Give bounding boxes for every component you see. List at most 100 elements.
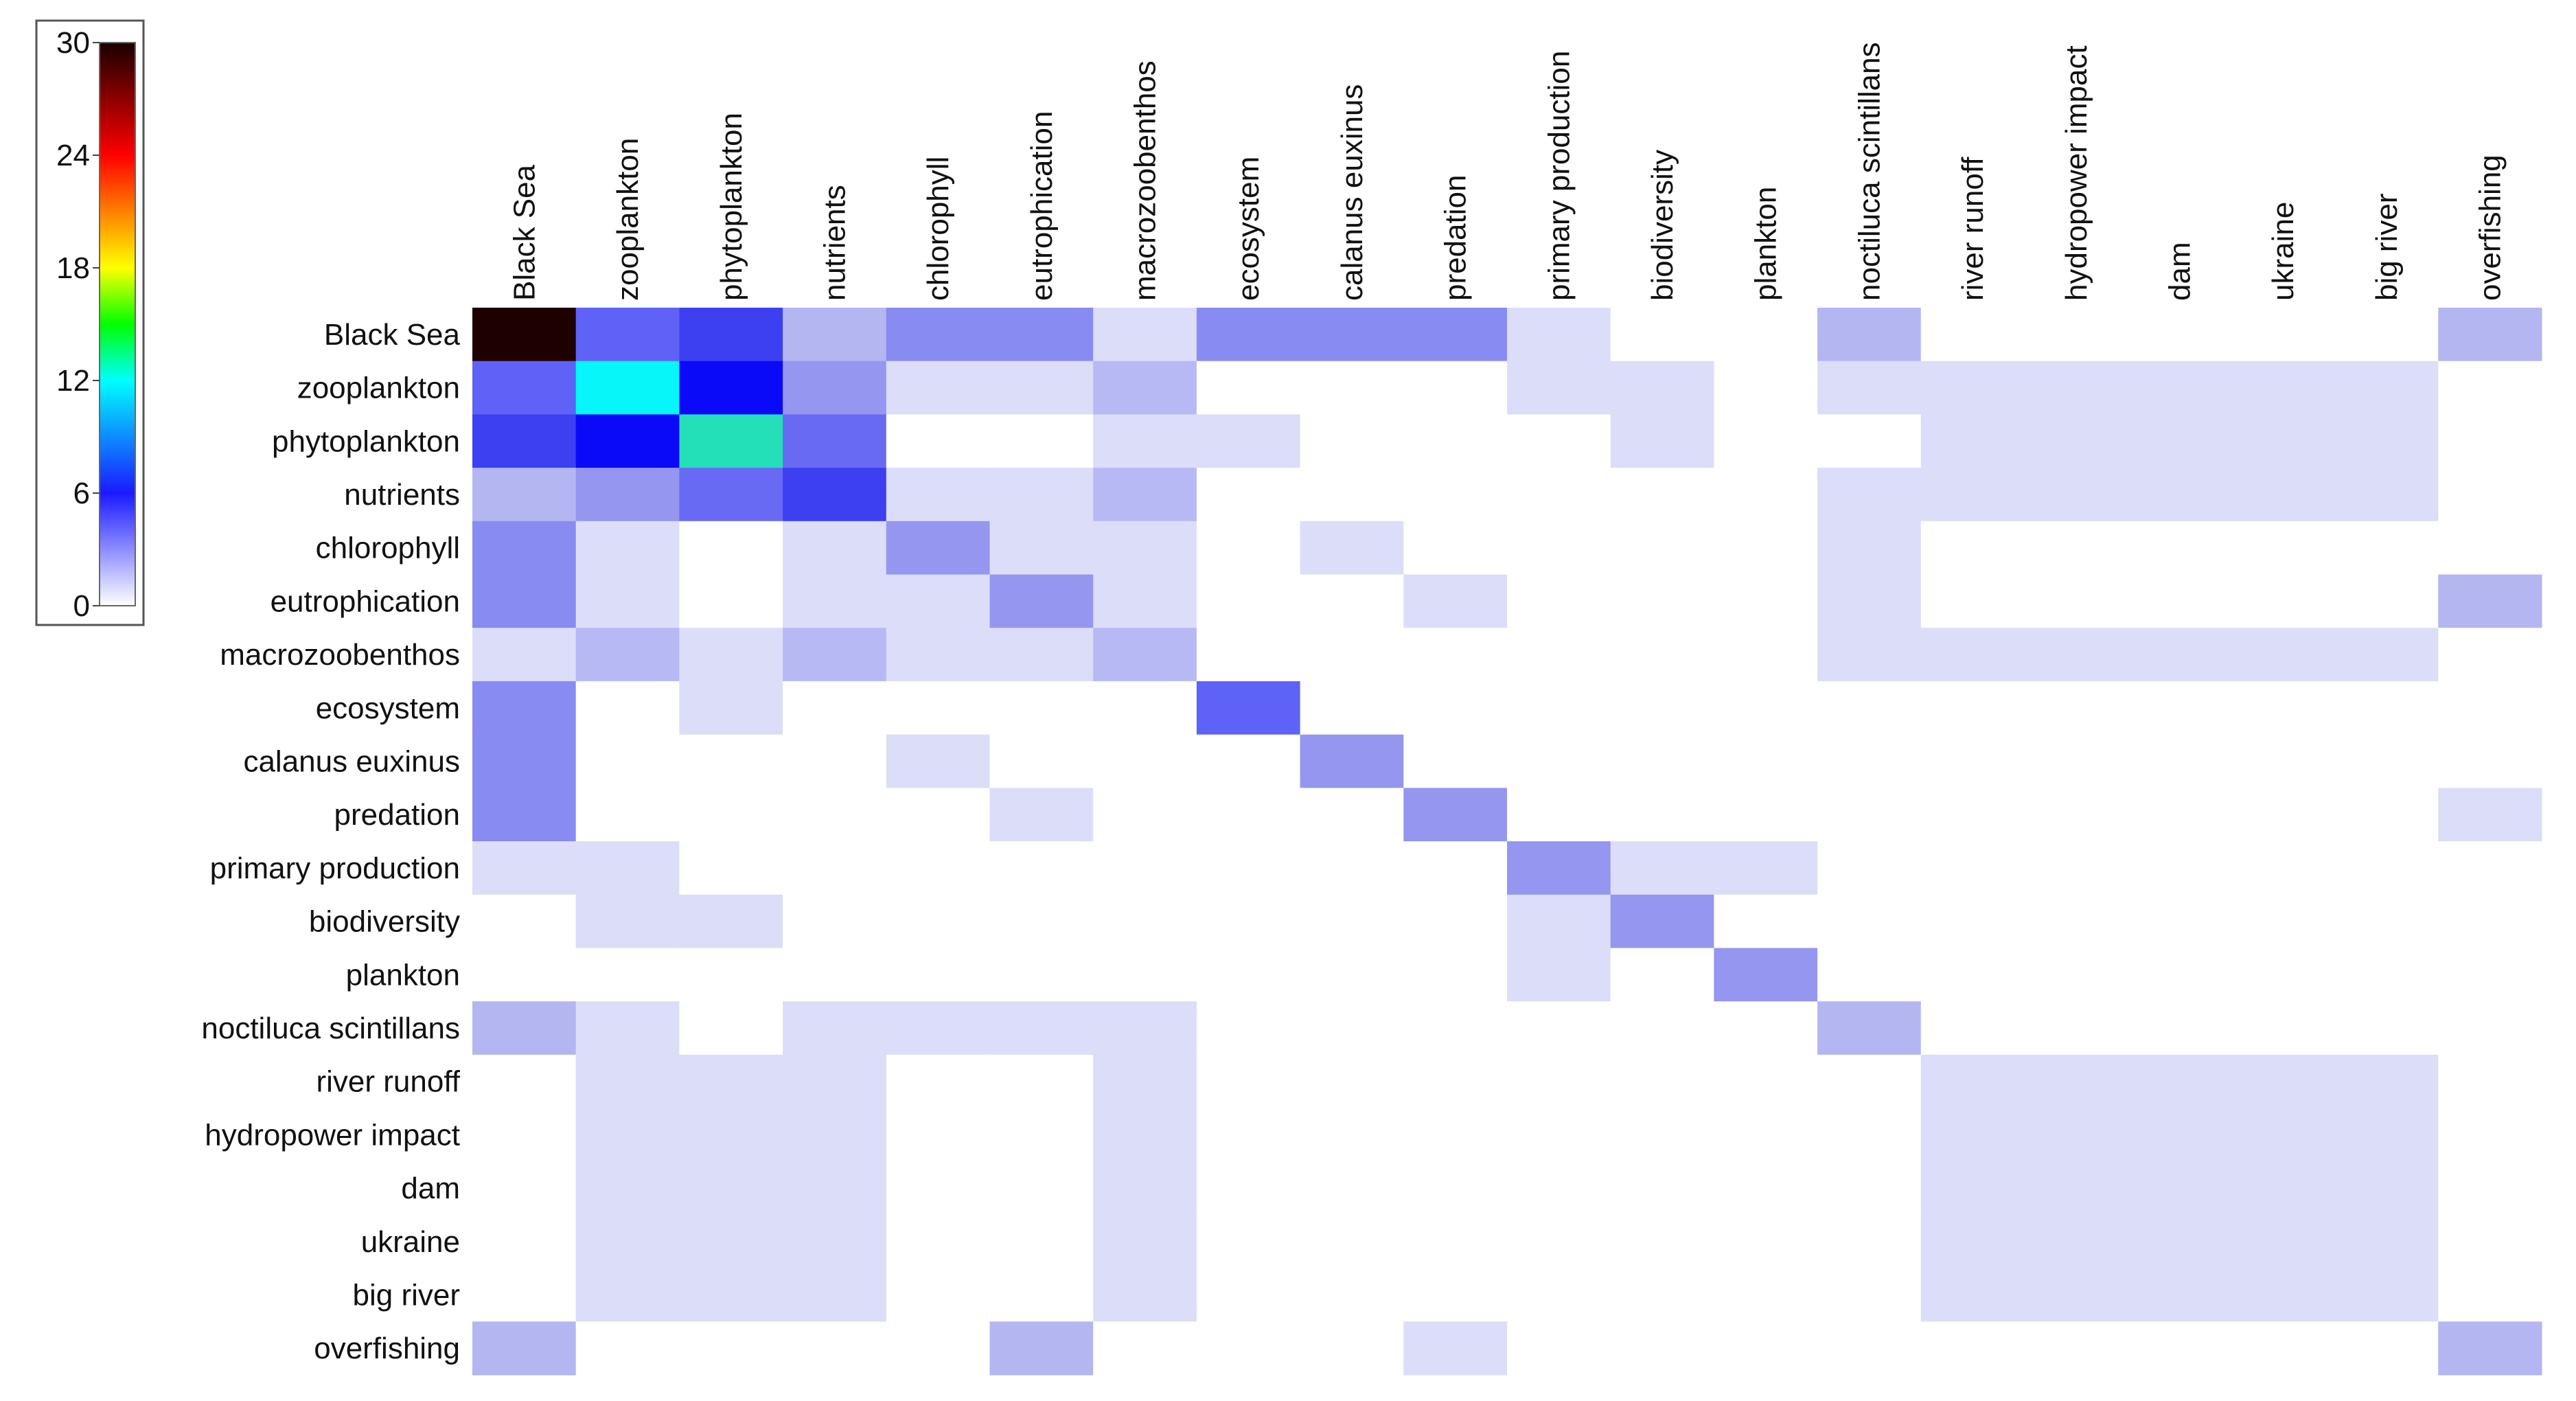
heatmap-cells xyxy=(472,308,2542,1376)
heatmap-cell xyxy=(1714,1214,1818,1269)
heatmap-cell xyxy=(1714,1161,1818,1216)
heatmap-cell xyxy=(2231,574,2336,628)
heatmap-cell xyxy=(1403,948,1508,1002)
heatmap-cell xyxy=(2231,681,2336,736)
heatmap-cell xyxy=(2334,468,2439,522)
heatmap-cell xyxy=(1196,1054,1301,1109)
heatmap-cell xyxy=(2231,1321,2336,1376)
heatmap-cell xyxy=(1300,361,1404,415)
heatmap-cell xyxy=(1403,894,1508,948)
heatmap-cell xyxy=(1196,1321,1301,1376)
heatmap-cell xyxy=(2128,628,2232,682)
heatmap-cell xyxy=(679,1214,783,1269)
heatmap-cell xyxy=(1300,734,1404,788)
heatmap-cell xyxy=(1196,681,1301,736)
heatmap-cell xyxy=(2128,1321,2232,1376)
heatmap-cell xyxy=(472,414,577,468)
heatmap-cell xyxy=(783,574,887,628)
heatmap-cell xyxy=(575,574,680,628)
heatmap-cell xyxy=(2231,841,2336,896)
heatmap-cell xyxy=(575,1054,680,1109)
heatmap-cell xyxy=(679,1268,783,1322)
heatmap-cell xyxy=(1507,1108,1611,1162)
heatmap-cell xyxy=(2024,1001,2128,1056)
heatmap-cell xyxy=(1093,788,1197,842)
heatmap-cell xyxy=(575,628,680,682)
heatmap-cell xyxy=(886,414,991,468)
heatmap-cell xyxy=(2231,468,2336,522)
heatmap-cell xyxy=(1300,1001,1404,1056)
heatmap-cell xyxy=(1196,788,1301,842)
heatmap-cell xyxy=(783,468,887,522)
heatmap-cell xyxy=(1507,1214,1611,1269)
heatmap-cell xyxy=(1093,1108,1197,1162)
heatmap-cell xyxy=(1507,1054,1611,1109)
heatmap-cell xyxy=(679,1001,783,1056)
heatmap-cell xyxy=(1300,1108,1404,1162)
heatmap-cell xyxy=(1507,841,1611,896)
heatmap-cell xyxy=(2231,628,2336,682)
row-label: noctiluca scintillans xyxy=(201,1012,460,1045)
heatmap-cell xyxy=(1300,1268,1404,1322)
colorbar-tick-label: 0 xyxy=(73,589,90,623)
heatmap-cell xyxy=(2128,1108,2232,1162)
heatmap-cell xyxy=(472,574,577,628)
heatmap-cell xyxy=(679,841,783,896)
heatmap-cell xyxy=(1920,1268,2025,1322)
heatmap-cell xyxy=(1507,1001,1611,1056)
heatmap-cell xyxy=(2128,681,2232,736)
heatmap-cell xyxy=(783,948,887,1002)
row-label: calanus euxinus xyxy=(243,744,460,778)
heatmap-cell xyxy=(1817,1321,1922,1376)
heatmap-cell xyxy=(2438,1321,2542,1376)
heatmap-cell xyxy=(1610,361,1714,415)
column-label: big river xyxy=(2370,194,2404,301)
heatmap-cell xyxy=(783,1214,887,1269)
heatmap-cell xyxy=(472,734,577,788)
heatmap-cell xyxy=(989,788,1094,842)
heatmap-cell xyxy=(1610,788,1714,842)
heatmap-cell xyxy=(1196,468,1301,522)
heatmap-cell xyxy=(575,788,680,842)
heatmap-cell xyxy=(2438,681,2542,736)
heatmap-cell xyxy=(2438,1054,2542,1109)
heatmap-cell xyxy=(2438,894,2542,948)
heatmap-cell xyxy=(886,308,991,362)
heatmap-cell xyxy=(1610,1214,1714,1269)
column-label: calanus euxinus xyxy=(1335,84,1369,301)
heatmap-cell xyxy=(1714,948,1818,1002)
heatmap-cell xyxy=(989,574,1094,628)
heatmap-cell xyxy=(2024,468,2128,522)
column-label: macrozoobenthos xyxy=(1129,60,1162,301)
heatmap-cell xyxy=(989,1108,1094,1162)
heatmap-cell xyxy=(2024,521,2128,576)
heatmap-cell xyxy=(679,414,783,468)
heatmap-cell xyxy=(575,361,680,415)
heatmap-cell xyxy=(1403,361,1508,415)
heatmap-cell xyxy=(2334,1054,2439,1109)
heatmap-cell xyxy=(989,468,1094,522)
heatmap-cell xyxy=(679,1108,783,1162)
row-label: ecosystem xyxy=(316,692,460,725)
heatmap-cell xyxy=(1714,841,1818,896)
row-label: eutrophication xyxy=(271,584,460,618)
row-label: phytoplankton xyxy=(272,424,460,458)
heatmap-cell xyxy=(783,841,887,896)
heatmap-cell xyxy=(1300,1321,1404,1376)
heatmap-cell xyxy=(1507,788,1611,842)
heatmap-cell xyxy=(1920,1001,2025,1056)
heatmap-cell xyxy=(1920,1161,2025,1216)
heatmap-cell xyxy=(989,308,1094,362)
heatmap-cell xyxy=(2334,841,2439,896)
heatmap-cell xyxy=(783,1161,887,1216)
heatmap-cell xyxy=(886,1108,991,1162)
heatmap-cell xyxy=(1610,1268,1714,1322)
heatmap-cell xyxy=(886,948,991,1002)
column-labels: Black Sea zooplankton phytoplankton nutrien… xyxy=(507,42,2507,301)
heatmap-cell xyxy=(886,734,991,788)
heatmap-cell xyxy=(989,1161,1094,1216)
heatmap-cell xyxy=(1093,1268,1197,1322)
heatmap-cell xyxy=(2334,788,2439,842)
row-label: chlorophyll xyxy=(316,532,460,565)
heatmap-cell xyxy=(2024,841,2128,896)
